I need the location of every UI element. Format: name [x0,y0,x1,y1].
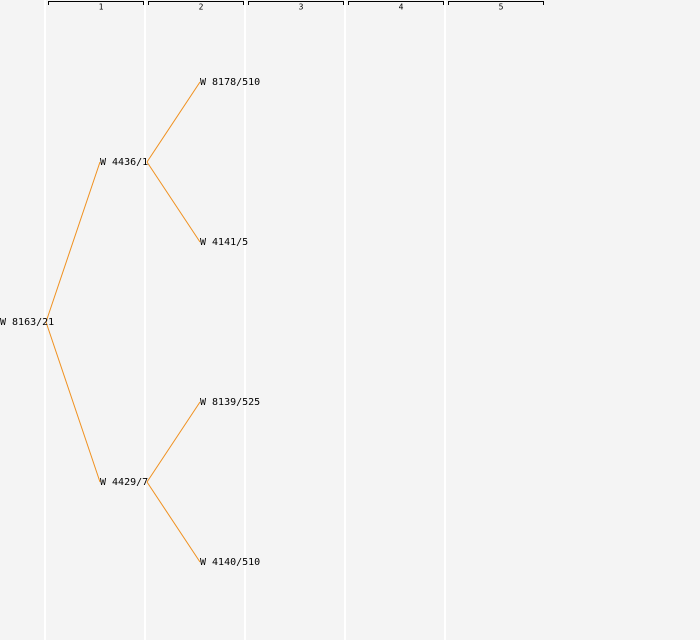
column-label: 4 [399,3,404,12]
node-label[interactable]: W 8139/525 [200,397,260,408]
column-label: 2 [199,3,204,12]
node-label[interactable]: W 8178/510 [200,77,260,88]
node-label[interactable]: W 4436/1 [100,157,148,168]
node-label[interactable]: W 4429/7 [100,477,148,488]
column-headers: 1 2 3 4 5 [48,1,544,12]
column-label: 1 [99,3,104,12]
column-bracket [348,1,444,5]
edge [146,161,201,243]
edge [146,481,201,563]
node-label[interactable]: W 8163/21 [0,317,54,328]
column-bracket [448,1,544,5]
column-bracket [48,1,144,5]
column-bracket [248,1,344,5]
column-label: 3 [299,3,304,12]
node-label[interactable]: W 4140/510 [200,557,260,568]
edge [45,161,101,323]
nodes: W 8163/21 W 4436/1 W 4429/7 W 8178/510 W… [0,77,260,568]
column-label: 5 [499,3,504,12]
node-label[interactable]: W 4141/5 [200,237,248,248]
column-separators [44,0,446,640]
edge [146,81,201,163]
edge [45,321,101,483]
column-bracket [148,1,244,5]
edges [45,81,201,563]
edge [146,401,201,483]
